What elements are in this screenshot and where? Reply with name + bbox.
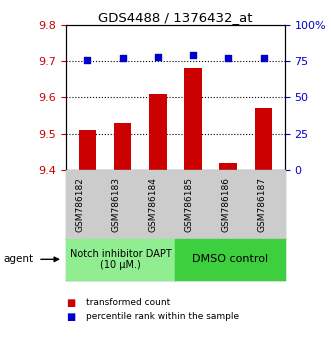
Point	[155, 54, 161, 59]
Point	[261, 55, 266, 61]
Text: DMSO control: DMSO control	[192, 254, 268, 264]
Point	[226, 55, 231, 61]
Text: transformed count: transformed count	[86, 298, 170, 307]
Bar	[184, 68, 202, 170]
Text: ■: ■	[66, 298, 75, 308]
Point	[190, 52, 196, 58]
Text: GSM786183: GSM786183	[112, 177, 121, 232]
Text: GSM786185: GSM786185	[185, 177, 194, 232]
Text: Notch inhibitor DAPT
(10 μM.): Notch inhibitor DAPT (10 μM.)	[70, 249, 172, 270]
Bar	[78, 130, 96, 170]
Point	[85, 57, 90, 62]
Text: ■: ■	[66, 312, 75, 322]
Point	[120, 55, 125, 61]
Bar	[219, 162, 237, 170]
Bar	[255, 108, 272, 170]
Text: GSM786186: GSM786186	[221, 177, 230, 232]
Text: GSM786182: GSM786182	[75, 177, 84, 232]
Text: GSM786184: GSM786184	[148, 177, 157, 232]
Text: GSM786187: GSM786187	[258, 177, 266, 232]
Bar	[149, 94, 166, 170]
Text: percentile rank within the sample: percentile rank within the sample	[86, 312, 239, 321]
Title: GDS4488 / 1376432_at: GDS4488 / 1376432_at	[98, 11, 253, 24]
Text: agent: agent	[3, 254, 33, 264]
Bar	[114, 123, 131, 170]
